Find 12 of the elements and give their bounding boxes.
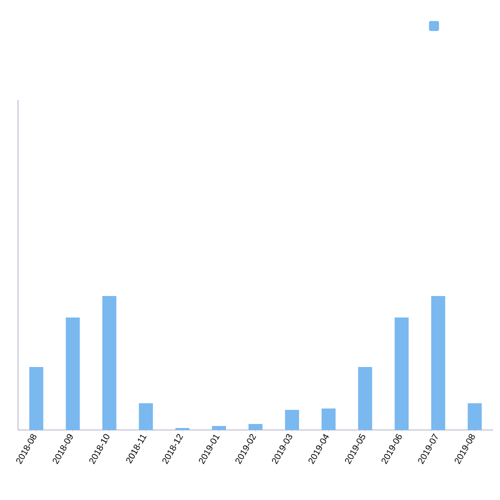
bar xyxy=(66,317,80,430)
bar xyxy=(322,408,336,430)
bar xyxy=(212,426,226,430)
bar xyxy=(248,424,263,430)
bar xyxy=(138,403,153,430)
bar xyxy=(394,317,409,430)
bar xyxy=(468,403,482,430)
bar xyxy=(285,410,300,430)
bar xyxy=(102,296,116,430)
bar xyxy=(431,296,446,430)
bar xyxy=(29,367,44,430)
bar xyxy=(358,367,372,430)
